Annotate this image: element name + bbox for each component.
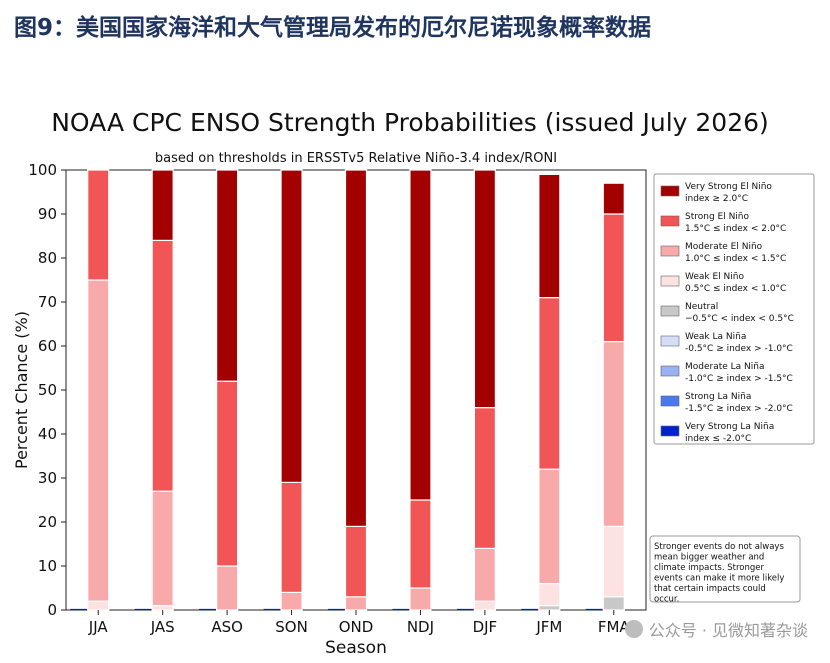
bar-segment — [538, 582, 561, 607]
y-tick-label: 30 — [38, 469, 57, 487]
x-axis-label: Season — [325, 638, 387, 658]
bar-segment — [538, 468, 561, 585]
chart-subtitle: based on thresholds in ERSSTv5 Relative … — [155, 151, 557, 166]
legend-swatch — [660, 365, 680, 377]
annotation-box: Stronger events do not always mean bigger… — [649, 535, 801, 605]
legend-swatch — [660, 335, 680, 347]
page-heading: 图9：美国国家海洋和大气管理局发布的厄尔尼诺现象概率数据 — [14, 15, 652, 41]
annotation-text: Stronger events do not always mean bigger… — [654, 542, 784, 605]
legend-swatch — [660, 215, 680, 227]
bar-segment — [216, 169, 239, 382]
y-tick-label: 70 — [38, 293, 57, 311]
legend-frame — [653, 173, 815, 445]
bar-segment — [538, 173, 561, 299]
bar-segment — [602, 596, 625, 611]
plot-area: 0 10 20 30 40 50 60 70 80 90 100 JJA JAS ASO SON OND NDJ… — [28, 161, 647, 636]
y-axis-label: Percent Chance (%) — [12, 311, 31, 469]
legend-range: 1.0°C ≤ index < 1.5°C — [685, 254, 786, 264]
x-tick-label: ASO — [211, 618, 243, 636]
legend-label: Strong El Niño — [685, 212, 750, 222]
bar-segment — [538, 297, 561, 470]
y-tick-label: 80 — [38, 249, 57, 267]
x-tick-label: JAS — [150, 618, 175, 636]
legend-label: Weak La Niña — [685, 332, 746, 342]
annotation-frame — [649, 535, 801, 603]
legend-label: Weak El Niño — [685, 272, 744, 282]
legend-range: index ≥ 2.0°C — [685, 194, 748, 204]
y-tick-label: 20 — [38, 513, 57, 531]
bar-segment — [473, 547, 496, 602]
bar-segment — [344, 596, 368, 611]
legend-swatch — [660, 245, 680, 257]
bar-segment — [280, 169, 303, 483]
y-tick-label: 100 — [28, 161, 57, 179]
bar-segment — [87, 600, 110, 611]
y-tick-label: 40 — [38, 425, 57, 443]
legend-label: Strong La Niña — [685, 392, 751, 402]
bar-segment — [151, 239, 174, 492]
y-tick-label: 90 — [38, 205, 57, 223]
bar-segment — [344, 169, 368, 527]
legend-label: Moderate La Niña — [685, 362, 765, 372]
bar-segment — [151, 490, 174, 607]
bar-segment — [409, 499, 432, 589]
bar-segment — [151, 169, 174, 242]
bar-segment — [602, 525, 625, 598]
x-tick-label: NDJ — [407, 618, 434, 636]
legend-swatch — [660, 395, 680, 407]
bar-segment — [409, 587, 432, 611]
bar-segment — [538, 604, 561, 611]
bar-segment — [151, 604, 174, 611]
y-tick-label: 0 — [47, 601, 57, 619]
legend-range: -1.5°C ≥ index > -2.0°C — [685, 404, 793, 414]
y-tick-label: 50 — [38, 381, 57, 399]
legend-range: -1.0°C ≥ index > -1.5°C — [685, 374, 793, 384]
bar-segment — [473, 407, 496, 550]
bar-segment — [602, 213, 625, 343]
bar-segment — [473, 169, 496, 409]
legend-range: 1.5°C ≤ index < 2.0°C — [685, 224, 786, 234]
x-tick-label: SON — [275, 618, 308, 636]
watermark-text: 公众号 · 见微知著杂谈 — [648, 621, 808, 640]
legend-range: index ≤ -2.0°C — [685, 434, 751, 444]
bar-segment — [87, 279, 110, 602]
bar-segment — [87, 169, 110, 281]
bar-segment — [602, 341, 625, 528]
x-tick-label: DJF — [473, 618, 498, 636]
bar-segment — [280, 591, 303, 611]
x-tick-label: FMA — [598, 618, 631, 636]
legend-label: Moderate El Niño — [685, 242, 763, 252]
bar-segment — [280, 481, 303, 593]
wechat-logo-icon — [624, 620, 643, 638]
legend-range: -0.5°C ≥ index > -1.0°C — [685, 344, 793, 354]
bar-segment — [409, 169, 432, 501]
legend-label: Very Strong El Niño — [685, 182, 772, 192]
legend-range: −0.5°C < index < 0.5°C — [685, 314, 794, 324]
legend-swatch — [660, 275, 680, 287]
x-tick-label: JJA — [88, 618, 109, 636]
chart-title: NOAA CPC ENSO Strength Probabilities (is… — [51, 108, 769, 137]
legend-swatch — [660, 185, 680, 197]
x-tick-label: JFM — [535, 618, 562, 636]
watermark: 公众号 · 见微知著杂谈 — [624, 617, 808, 641]
legend-label: Neutral — [685, 302, 718, 312]
y-tick-label: 10 — [38, 557, 57, 575]
x-tick-label: OND — [339, 618, 374, 636]
y-tick-label: 60 — [38, 337, 57, 355]
bar-segment — [473, 600, 496, 611]
legend-label: Very Strong La Niña — [685, 422, 774, 432]
bar-segment — [602, 182, 625, 215]
bar-segment — [216, 380, 239, 567]
legend-swatch — [660, 305, 680, 317]
legend-range: 0.5°C ≤ index < 1.0°C — [685, 284, 786, 294]
legend-swatch — [660, 425, 680, 437]
bar-segment — [216, 565, 239, 611]
legend: Very Strong El Niño index ≥ 2.0°C Strong E… — [653, 173, 815, 445]
bar-segment — [344, 525, 368, 598]
